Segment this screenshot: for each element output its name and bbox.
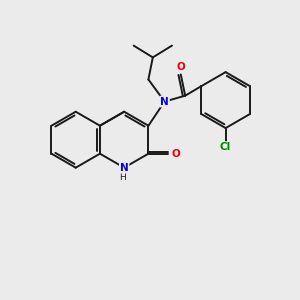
Text: N: N [160,97,169,106]
Text: H: H [119,172,126,182]
Text: Cl: Cl [220,142,231,152]
Text: N: N [120,163,128,173]
Text: O: O [171,149,180,159]
Text: O: O [176,61,185,71]
